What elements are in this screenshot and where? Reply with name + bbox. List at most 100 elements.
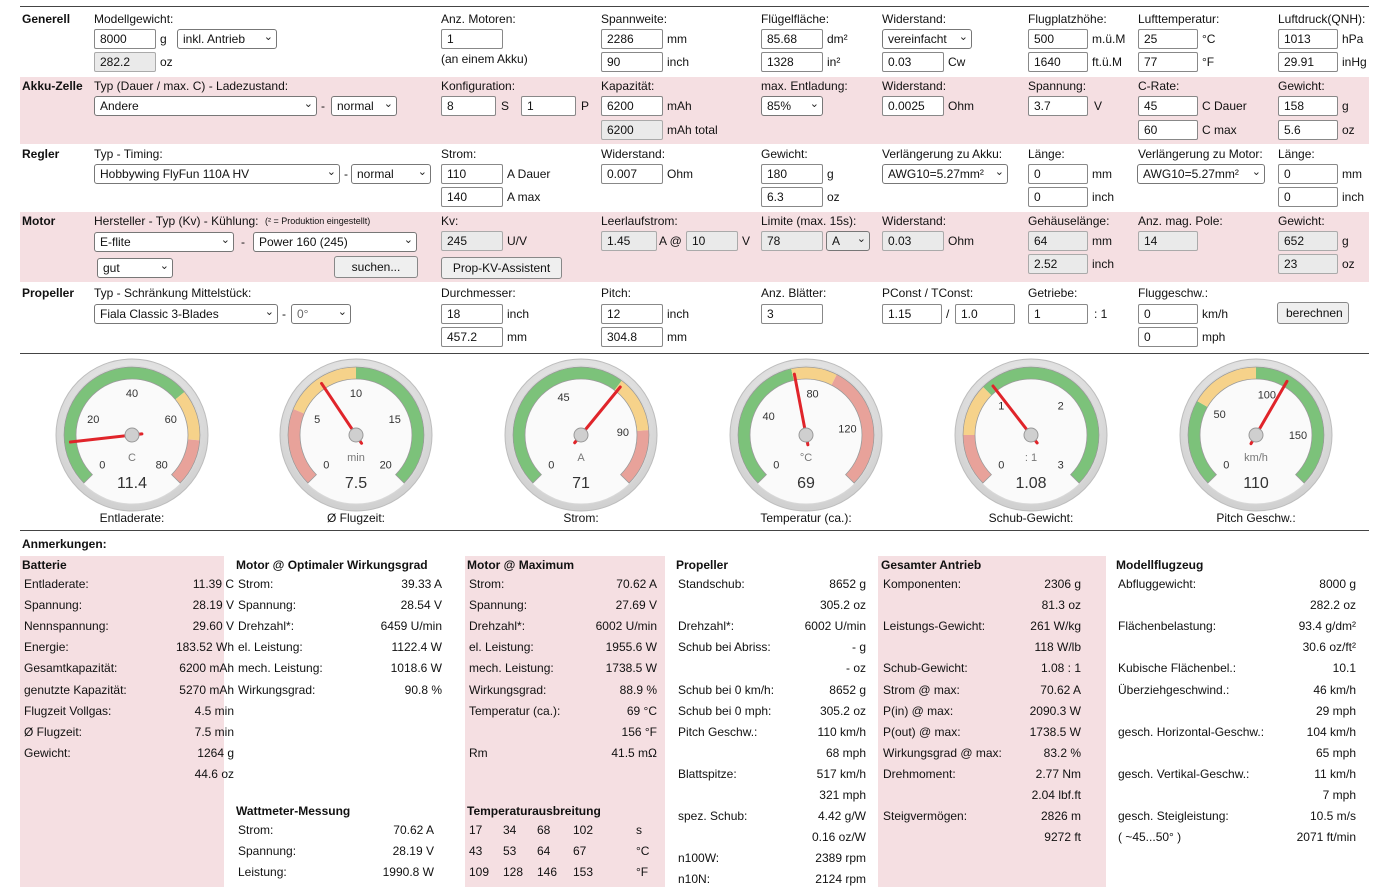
unit-hpa: hPa	[1342, 32, 1364, 46]
dia-in-unit: inch	[507, 307, 530, 321]
propeller-row-label: Pitch Geschw.:	[678, 724, 758, 739]
crate-label: C-Rate:	[1138, 79, 1180, 93]
search-button[interactable]: suchen...	[334, 256, 418, 278]
esc-cur-max-input[interactable]: 140	[441, 187, 503, 207]
len1-in-input[interactable]: 0	[1028, 187, 1088, 207]
motors-input[interactable]: 1	[441, 29, 503, 49]
motor_opt-title: Motor @ Optimaler Wirkungsgrad	[236, 558, 428, 572]
area-in2-input[interactable]: 1328	[761, 52, 823, 72]
drive-row-value: 83.2 %	[1043, 745, 1081, 760]
alt-ft-input[interactable]: 1640	[1028, 52, 1088, 72]
ext-akku-value: AWG10=5.27mm²	[888, 167, 984, 181]
cells-p-input[interactable]: 1	[521, 96, 576, 116]
regler-type-select[interactable]: Hobbywing FlyFun 110A HV ⌄	[94, 164, 340, 184]
motor-len-mm-unit: mm	[1092, 234, 1112, 248]
cap-input[interactable]: 6200	[601, 96, 663, 116]
c-cont-input[interactable]: 45	[1138, 96, 1198, 116]
prop-kv-assistant-button[interactable]: Prop-KV-Assistent	[441, 257, 562, 279]
c-max-input[interactable]: 60	[1138, 120, 1198, 140]
weight-mode-select[interactable]: inkl. Antrieb ⌄	[177, 29, 277, 49]
cw-input[interactable]: 0.03	[882, 52, 944, 72]
dia-in-input[interactable]: 18	[441, 304, 503, 324]
len2-in-input[interactable]: 0	[1278, 187, 1338, 207]
area-dm2-input[interactable]: 85.68	[761, 29, 823, 49]
gauge-zone-green	[738, 368, 794, 484]
model-row-value: 11 km/h	[1314, 766, 1356, 781]
akku-charge-select[interactable]: normal ⌄	[331, 96, 397, 116]
propeller-row-value: 8652 g	[829, 577, 866, 591]
akku-wt-oz-input[interactable]: 5.6	[1278, 120, 1338, 140]
pitch-in-input[interactable]: 12	[601, 304, 663, 324]
esc-wt-g-input[interactable]: 180	[761, 164, 823, 184]
len1-mm-input[interactable]: 0	[1028, 164, 1088, 184]
akku-res-input[interactable]: 0.0025	[882, 96, 944, 116]
gauge-zone-outline	[287, 366, 425, 484]
akku-wt-g-input[interactable]: 158	[1278, 96, 1338, 116]
esc-cur-cont-input[interactable]: 110	[441, 164, 503, 184]
span-mm-input[interactable]: 2286	[601, 29, 663, 49]
speed-kmh-input[interactable]: 0	[1138, 304, 1198, 324]
battery-row-label: Ø Flugzeit:	[24, 724, 83, 739]
esc-wt-g-unit: g	[827, 167, 834, 181]
drive-row-label: Drehmoment:	[883, 766, 956, 781]
unit-dm2: dm²	[827, 32, 848, 46]
chevron-down-icon: ⌄	[326, 166, 336, 178]
calculate-button[interactable]: berechnen	[1277, 302, 1349, 324]
motor_max-row-label: Spannung:	[469, 598, 528, 613]
prop-dash: -	[282, 307, 286, 321]
temp-spread-cell: 153	[573, 865, 594, 880]
weight-label: Modellgewicht:	[94, 12, 174, 26]
span-inch-input[interactable]: 90	[601, 52, 663, 72]
motor-wt-oz-field: 23	[1278, 254, 1338, 274]
weight-oz-input[interactable]: 282.2	[94, 52, 156, 72]
drive-row-value: 2306 g	[1044, 577, 1081, 591]
dia-mm-input[interactable]: 457.2	[441, 327, 503, 347]
pconst-input[interactable]: 1.15	[882, 304, 942, 324]
tconst-input[interactable]: 1.0	[955, 304, 1015, 324]
prop-type-select[interactable]: Fiala Classic 3-Blades ⌄	[94, 304, 278, 324]
gear-input[interactable]: 1	[1028, 304, 1088, 324]
press-hpa-input[interactable]: 1013	[1278, 29, 1338, 49]
speed-mph-input[interactable]: 0	[1138, 327, 1198, 347]
temp-f-input[interactable]: 77	[1138, 52, 1198, 72]
propeller-row-value: 4.42 g/W	[817, 809, 866, 824]
temp-c-input[interactable]: 25	[1138, 29, 1198, 49]
esc-wt-label: Gewicht:	[761, 147, 808, 161]
temp-label: Lufttemperatur:	[1138, 12, 1220, 26]
twist-select[interactable]: 0° ⌄	[291, 304, 351, 324]
unit-oz: oz	[160, 55, 173, 69]
gauge-5: 0 1 2 3: 1 1.08	[946, 350, 1116, 523]
propeller-row-value: - oz	[845, 661, 866, 676]
limit-unit-select[interactable]: A ⌄	[826, 231, 870, 251]
gauge-label: Entladerate:	[99, 511, 165, 525]
timing-select[interactable]: normal ⌄	[351, 164, 431, 184]
ext-akku-select[interactable]: AWG10=5.27mm² ⌄	[882, 164, 1008, 184]
press-inhg-input[interactable]: 29.91	[1278, 52, 1338, 72]
motor_max-row-value: 69 °C	[626, 703, 657, 718]
alt-m-input[interactable]: 500	[1028, 29, 1088, 49]
chevron-down-icon: ⌄	[159, 260, 169, 272]
drive-row-label: P(out) @ max:	[883, 724, 961, 739]
drag-mode-select[interactable]: vereinfacht ⌄	[882, 29, 972, 49]
motors-note: (an einem Akku)	[441, 52, 528, 66]
cooling-select[interactable]: gut ⌄	[97, 258, 173, 278]
gauge-tick-label: 40	[126, 388, 138, 400]
cells-s-input[interactable]: 8	[441, 96, 496, 116]
pitch-mm-input[interactable]: 304.8	[601, 327, 663, 347]
esc-res-input[interactable]: 0.007	[601, 164, 663, 184]
ext-motor-select[interactable]: AWG10=5.27mm² ⌄	[1137, 164, 1265, 184]
akku-type-select[interactable]: Andere ⌄	[94, 96, 317, 116]
maker-select[interactable]: E-flite ⌄	[94, 232, 234, 252]
disch-select[interactable]: 85% ⌄	[761, 96, 823, 116]
weight-g-input[interactable]: 8000	[94, 29, 156, 49]
model-row-value: 10.5 m/s	[1309, 809, 1356, 824]
motor-model-select[interactable]: Power 160 (245) ⌄	[253, 232, 417, 252]
blades-input[interactable]: 3	[761, 304, 823, 324]
len2-mm-input[interactable]: 0	[1278, 164, 1338, 184]
motor_opt-row-value: 90.8 %	[404, 682, 442, 697]
motor_opt-row-value: 1122.4 W	[391, 640, 442, 655]
esc-wt-oz-input[interactable]: 6.3	[761, 187, 823, 207]
c-cont-unit: C Dauer	[1202, 99, 1247, 113]
volt-input[interactable]: 3.7	[1028, 96, 1088, 116]
esc-cur-cont-unit: A Dauer	[507, 167, 551, 181]
